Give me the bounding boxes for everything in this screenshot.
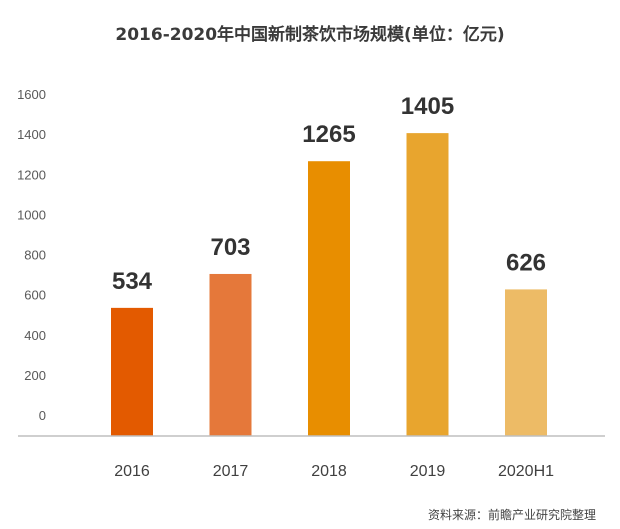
y-tick-label: 800 bbox=[24, 248, 46, 263]
chart-source: 资料来源：前瞻产业研究院整理 bbox=[427, 508, 596, 522]
bar bbox=[209, 273, 252, 436]
data-label: 534 bbox=[112, 268, 153, 295]
y-tick-label: 400 bbox=[24, 328, 46, 343]
bar bbox=[505, 289, 547, 436]
x-tick-label: 2020H1 bbox=[498, 463, 554, 480]
y-tick-label: 0 bbox=[39, 408, 46, 423]
y-tick-label: 1000 bbox=[17, 207, 46, 222]
x-tick-label: 2018 bbox=[311, 463, 347, 480]
y-axis: 0 200 400 600 800 1000 1200 1400 1600 bbox=[17, 87, 46, 423]
x-tick-label: 2019 bbox=[410, 463, 446, 480]
data-label: 703 bbox=[210, 234, 250, 261]
data-labels: 534 703 1265 1405 626 bbox=[112, 93, 546, 295]
y-tick-label: 1200 bbox=[17, 167, 46, 182]
chart-title: 2016-2020年中国新制茶饮市场规模(单位：亿元) bbox=[115, 25, 505, 45]
bar bbox=[111, 307, 153, 436]
bar-series bbox=[111, 133, 547, 436]
x-tick-label: 2016 bbox=[114, 463, 150, 480]
y-tick-label: 200 bbox=[24, 368, 46, 383]
bar bbox=[308, 161, 350, 436]
data-label: 626 bbox=[506, 249, 546, 276]
x-tick-label: 2017 bbox=[213, 463, 249, 480]
y-tick-label: 1400 bbox=[17, 127, 46, 142]
bar bbox=[406, 133, 449, 436]
y-tick-label: 600 bbox=[24, 288, 46, 303]
y-tick-label: 1600 bbox=[17, 87, 46, 102]
data-label: 1265 bbox=[302, 121, 355, 148]
x-axis: 2016 2017 2018 2019 2020H1 bbox=[18, 435, 605, 480]
data-label: 1405 bbox=[401, 93, 454, 120]
